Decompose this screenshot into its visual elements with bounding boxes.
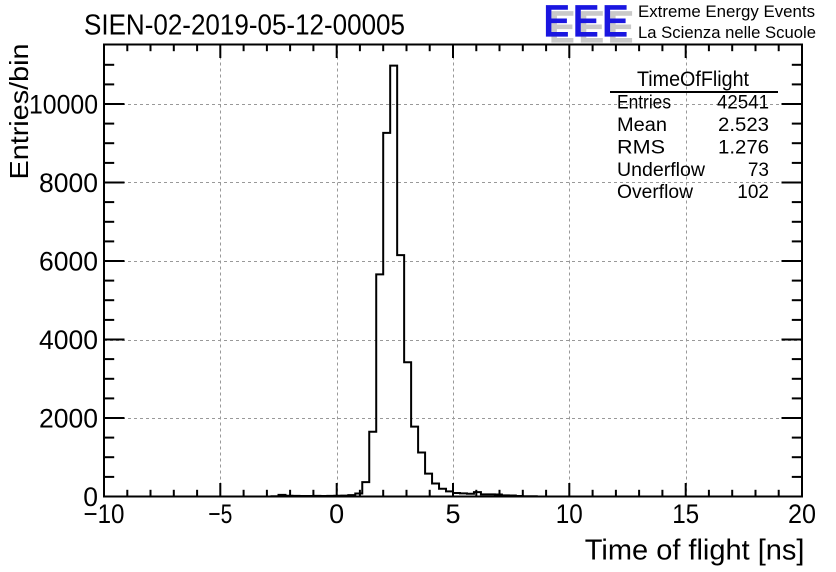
svg-text:42541: 42541 [717, 93, 769, 114]
svg-text:Overflow: Overflow [617, 182, 693, 203]
svg-text:TimeOfFlight: TimeOfFlight [637, 67, 749, 91]
svg-text:SIEN-02-2019-05-12-00005: SIEN-02-2019-05-12-00005 [84, 10, 405, 42]
svg-text:Entries/bin: Entries/bin [4, 44, 34, 180]
svg-text:8000: 8000 [39, 168, 98, 198]
svg-text:−5: −5 [208, 499, 232, 529]
svg-text:20: 20 [788, 499, 816, 529]
svg-text:102: 102 [737, 182, 769, 203]
svg-text:2.523: 2.523 [718, 115, 769, 136]
svg-text:73: 73 [748, 160, 769, 181]
svg-text:1.276: 1.276 [718, 137, 769, 158]
svg-text:10: 10 [556, 499, 583, 529]
svg-text:Mean: Mean [617, 115, 667, 136]
svg-text:10000: 10000 [29, 90, 98, 120]
svg-text:0: 0 [83, 482, 98, 512]
svg-text:5: 5 [445, 499, 460, 529]
svg-text:Extreme Energy Events: Extreme Energy Events [638, 2, 815, 21]
svg-text:6000: 6000 [39, 247, 98, 277]
svg-text:4000: 4000 [39, 325, 98, 355]
svg-text:La Scienza nelle Scuole: La Scienza nelle Scuole [638, 23, 816, 42]
svg-text:15: 15 [672, 499, 699, 529]
svg-text:0: 0 [329, 499, 344, 529]
svg-text:Time of flight [ns]: Time of flight [ns] [585, 535, 805, 567]
svg-text:Underflow: Underflow [617, 160, 705, 181]
svg-text:Entries: Entries [617, 93, 671, 114]
svg-text:−10: −10 [84, 499, 125, 529]
svg-text:2000: 2000 [39, 404, 98, 434]
svg-text:RMS: RMS [617, 137, 665, 158]
